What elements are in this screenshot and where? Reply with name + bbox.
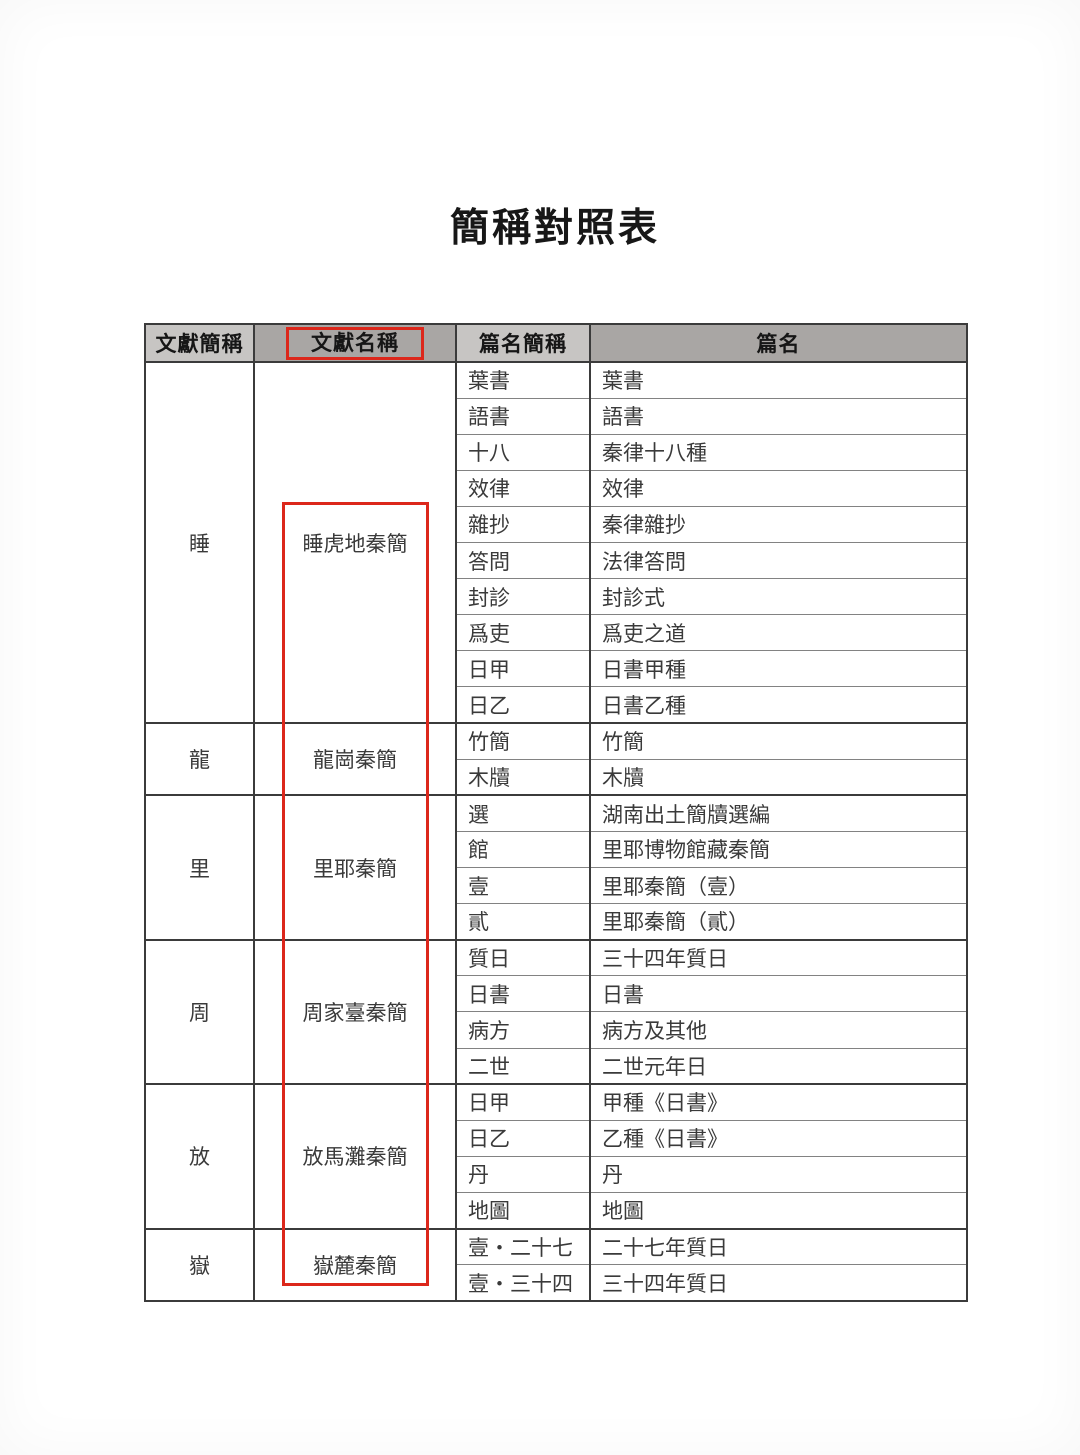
doc-name-cell: 放馬灘秦簡 — [253, 1083, 457, 1229]
pian-abbr-cell: 雜抄 — [455, 505, 591, 543]
pian-name-cell: 甲種《日書》 — [589, 1083, 968, 1121]
table-row: 答問 法律答問 — [145, 542, 968, 579]
pian-abbr-cell: 日書 — [455, 975, 591, 1012]
pian-abbr-cell: 竹簡 — [455, 722, 591, 760]
table-row: 里里耶秦簡選湖南出土簡牘選編 — [144, 794, 968, 940]
table-row: 壹・三十四 三十四年質日 — [145, 1264, 968, 1301]
doc-name-cell: 龍崗秦簡 — [253, 722, 457, 796]
pian-name-cell: 三十四年質日 — [589, 1264, 968, 1301]
doc-name-cell: 嶽麓秦簡 — [253, 1227, 457, 1301]
table-row: 龍龍崗秦簡 竹簡 竹簡 — [144, 722, 968, 796]
doc-abbr-cell: 嶽 — [144, 1227, 255, 1301]
table-row: 館里耶博物館藏秦簡 — [145, 830, 968, 868]
pian-name-cell: 效律 — [589, 469, 968, 507]
red-annotation-header-box: 文獻名稱 — [286, 326, 424, 360]
pian-name-cell: 封診式 — [589, 578, 968, 615]
table-row: 日書 日書 — [145, 975, 968, 1012]
table-row: 封診 封診式 — [145, 578, 968, 615]
col-header-doc-name: 文獻名稱 — [253, 323, 457, 363]
pian-name-cell: 日書甲種 — [589, 650, 968, 687]
pian-abbr-cell: 封診 — [455, 578, 591, 615]
doc-abbr-cell: 龍 — [144, 722, 255, 796]
pian-name-cell: 日書 — [589, 975, 968, 1012]
table-row: 丹丹 — [145, 1155, 968, 1193]
page-title: 簡稱對照表 — [449, 207, 660, 250]
pian-abbr-cell: 壹 — [455, 867, 591, 904]
doc-name-cell: 里耶秦簡 — [253, 794, 457, 940]
table-row: 地圖 地圖 — [145, 1192, 968, 1229]
table-row: 二世 二世元年日 — [145, 1047, 968, 1085]
pian-name-cell: 竹簡 — [589, 722, 968, 760]
doc-name-cell: 睡虎地秦簡 — [253, 360, 457, 724]
pian-abbr-cell: 壹・二十七 — [455, 1227, 591, 1265]
col-header-pian-abbr: 篇名簡稱 — [455, 323, 591, 363]
col-header-doc-abbr: 文獻簡稱 — [144, 323, 255, 363]
table-row: 壹里耶秦簡（壹） — [145, 867, 968, 904]
pian-abbr-cell: 答問 — [455, 542, 591, 579]
table-row: 嶽嶽麓秦簡 壹・二十七 二十七年質日 — [144, 1227, 968, 1301]
table-row: 睡睡虎地秦簡 葉書 葉書 — [144, 360, 968, 724]
table-row: 語書 語書 — [145, 397, 968, 435]
doc-abbr-cell: 里 — [144, 794, 255, 940]
doc-abbr-cell: 睡 — [144, 360, 255, 724]
pian-name-cell: 里耶秦簡（貳） — [589, 903, 968, 940]
table-row: 日乙 乙種《日書》 — [145, 1119, 968, 1157]
table-row: 病方 病方及其他 — [145, 1011, 968, 1049]
pian-name-cell: 里耶博物館藏秦簡 — [589, 830, 968, 868]
pian-abbr-cell: 丹 — [455, 1155, 591, 1193]
doc-abbr-cell: 放 — [144, 1083, 255, 1229]
pian-abbr-cell: 日乙 — [455, 1119, 591, 1157]
pian-abbr-cell: 貳 — [455, 903, 591, 940]
pian-abbr-cell: 二世 — [455, 1047, 591, 1085]
pian-name-cell: 爲吏之道 — [589, 614, 968, 651]
pian-abbr-cell: 地圖 — [455, 1192, 591, 1229]
pian-name-cell: 地圖 — [589, 1192, 968, 1229]
doc-abbr-cell: 周 — [144, 938, 255, 1085]
abbreviation-table: 文獻簡稱 文獻名稱 篇名簡稱 篇名 睡睡虎地秦簡 葉書 葉書 語書 語書 十八 秦律十八種效… — [144, 323, 968, 1302]
doc-name-cell: 周家臺秦簡 — [253, 938, 457, 1085]
pian-name-cell: 二世元年日 — [589, 1047, 968, 1085]
pian-name-cell: 語書 — [589, 397, 968, 435]
header-row: 文獻簡稱 文獻名稱 篇名簡稱 篇名 — [144, 323, 968, 363]
pian-name-cell: 三十四年質日 — [589, 938, 968, 976]
pian-abbr-cell: 日甲 — [455, 1083, 591, 1121]
pian-abbr-cell: 十八 — [455, 433, 591, 471]
pian-abbr-cell: 日甲 — [455, 650, 591, 687]
table-row: 效律 效律 — [145, 469, 968, 507]
pian-name-cell: 丹 — [589, 1155, 968, 1193]
pian-abbr-cell: 質日 — [455, 938, 591, 976]
pian-name-cell: 秦律雜抄 — [589, 505, 968, 543]
pian-abbr-cell: 壹・三十四 — [455, 1264, 591, 1301]
pian-abbr-cell: 日乙 — [455, 686, 591, 724]
pian-abbr-cell: 語書 — [455, 397, 591, 435]
pian-abbr-cell: 葉書 — [455, 360, 591, 399]
pian-abbr-cell: 選 — [455, 794, 591, 832]
pian-abbr-cell: 病方 — [455, 1011, 591, 1049]
pian-name-cell: 秦律十八種 — [589, 433, 968, 471]
table-row: 貳里耶秦簡（貳） — [145, 903, 968, 940]
pian-name-cell: 日書乙種 — [589, 686, 968, 724]
table-row: 雜抄 秦律雜抄 — [145, 505, 968, 543]
pian-name-cell: 里耶秦簡（壹） — [589, 867, 968, 904]
pian-name-cell: 病方及其他 — [589, 1011, 968, 1049]
pian-name-cell: 乙種《日書》 — [589, 1119, 968, 1157]
table-row: 日甲 日書甲種 — [145, 650, 968, 687]
pian-abbr-cell: 館 — [455, 830, 591, 868]
table-row: 木牘 木牘 — [145, 758, 968, 796]
pian-name-cell: 二十七年質日 — [589, 1227, 968, 1265]
pian-name-cell: 湖南出土簡牘選編 — [589, 794, 968, 832]
pian-abbr-cell: 爲吏 — [455, 614, 591, 651]
pian-name-cell: 木牘 — [589, 758, 968, 796]
pian-name-cell: 葉書 — [589, 360, 968, 399]
table-row: 放放馬灘秦簡 日甲 甲種《日書》 — [144, 1083, 968, 1229]
pian-name-cell: 法律答問 — [589, 542, 968, 579]
pian-abbr-cell: 木牘 — [455, 758, 591, 796]
table-row: 十八 秦律十八種 — [145, 433, 968, 471]
col-header-pian-name: 篇名 — [589, 323, 968, 363]
table-row: 日乙 日書乙種 — [145, 686, 968, 724]
table-row: 爲吏 爲吏之道 — [145, 614, 968, 651]
pian-abbr-cell: 效律 — [455, 469, 591, 507]
table-row: 周周家臺秦簡 質日 三十四年質日 — [144, 938, 968, 1085]
